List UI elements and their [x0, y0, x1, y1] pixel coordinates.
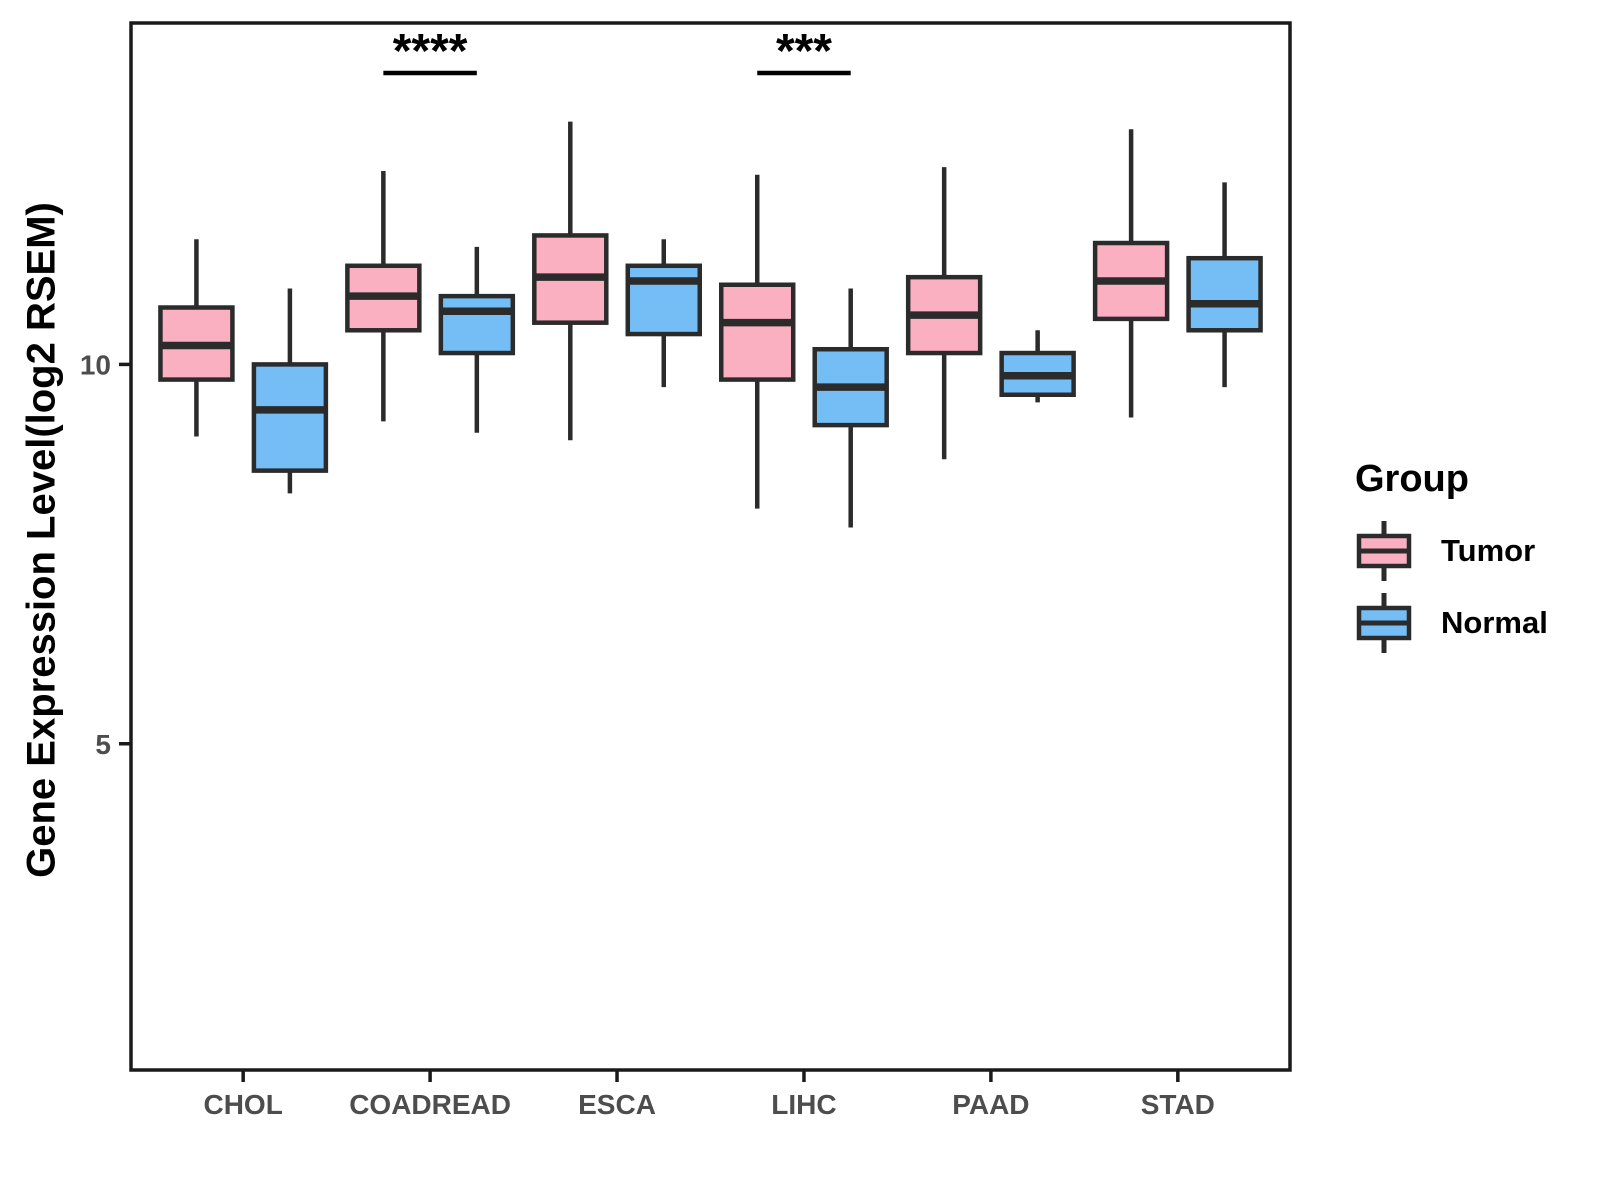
- y-axis-title: Gene Expression Level(log2 RSEM): [19, 202, 64, 878]
- legend-entry-tumor: Tumor: [1355, 519, 1548, 583]
- y-tick-label: 5: [95, 729, 111, 760]
- x-tick-label-paad: PAAD: [952, 1089, 1029, 1120]
- legend-entry-normal: Normal: [1355, 591, 1548, 655]
- x-tick-label-lihc: LIHC: [771, 1089, 836, 1120]
- x-tick-label-esca: ESCA: [578, 1089, 656, 1120]
- significance-label-coadread: ****: [393, 25, 468, 78]
- x-tick-label-stad: STAD: [1141, 1089, 1215, 1120]
- box-normal-esca: [625, 263, 703, 337]
- x-tick-label-coadread: COADREAD: [349, 1089, 511, 1120]
- legend-title: Group: [1355, 458, 1469, 500]
- legend-label-tumor: Tumor: [1441, 533, 1536, 568]
- box-normal-coadread: [438, 293, 516, 356]
- normal-boxplot-icon: [1356, 593, 1412, 653]
- significance-label-lihc: ***: [776, 25, 832, 78]
- box-tumor-lihc: [718, 282, 796, 382]
- x-tick-label-chol: CHOL: [203, 1089, 282, 1120]
- box-normal-stad: [1186, 255, 1263, 333]
- box-normal-chol: [251, 362, 329, 473]
- tumor-boxplot-icon: [1356, 521, 1412, 581]
- y-tick-label: 10: [80, 349, 111, 380]
- panel-border: [129, 21, 1292, 1072]
- legend: Group Tumor Normal: [1355, 458, 1548, 655]
- legend-label-normal: Normal: [1441, 605, 1548, 640]
